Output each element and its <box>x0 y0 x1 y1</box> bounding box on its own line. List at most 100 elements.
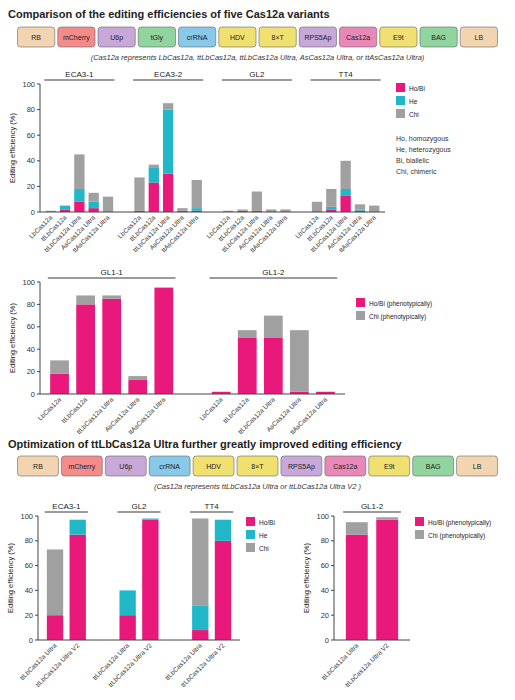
y-tick <box>37 109 40 110</box>
group-label: GL1-2 <box>361 502 384 511</box>
x-tick-label: ttLbCas12a Ultra V2 <box>344 641 391 688</box>
x-tick-label: ttLbCas12a Ultra V2 <box>34 641 81 688</box>
bar-segment <box>142 518 158 519</box>
x-tick-label: ttAsCas12a Ultra <box>337 213 377 253</box>
group-label: GL2 <box>131 502 147 511</box>
y-tick <box>331 516 334 517</box>
legend-swatch <box>246 530 255 539</box>
y-tick-label: 20 <box>321 611 329 620</box>
y-axis-label: Editing efficiency (%) <box>8 113 17 183</box>
legend-entry: Ho/Bi <box>259 519 275 526</box>
construct-box <box>369 456 410 476</box>
construct-label: HDV <box>230 34 245 41</box>
bar-segment <box>177 208 187 211</box>
bar-segment <box>154 287 173 288</box>
construct-box <box>219 27 256 47</box>
x-tick-label: ttLbCas12a Ultra V2 <box>107 641 154 688</box>
construct-diagram: Comparison of the editing efficiencies o… <box>8 8 498 62</box>
construct-box <box>299 27 336 47</box>
bar-segment <box>346 522 368 534</box>
construct-label: mCherry <box>63 34 90 42</box>
legend-entry: Ho/Bi <box>409 85 425 92</box>
bar-segment <box>326 207 336 210</box>
bar-segment <box>70 519 86 520</box>
construct-label: crRNA <box>159 463 180 470</box>
bar-segment <box>238 330 257 338</box>
bar-segment <box>142 518 158 519</box>
bar-segment <box>47 549 63 615</box>
bar-segment <box>154 288 173 394</box>
legend: Ho/BiHeChi <box>246 517 275 552</box>
group-label: ECA3-2 <box>154 70 183 79</box>
legend-entry: Chi <box>259 545 269 552</box>
bar-segment <box>103 197 113 212</box>
legend-entry: Chi (phenotypically) <box>369 313 426 321</box>
y-tick <box>331 565 334 566</box>
bar-segment <box>74 202 84 212</box>
legend-entry: Ho/Bi (phenotypically) <box>369 300 432 308</box>
group-label: TT4 <box>339 70 354 79</box>
construct-label: RPS5Ap <box>304 34 331 42</box>
y-tick-label: 0 <box>31 390 35 399</box>
construct-box <box>413 456 454 476</box>
y-tick <box>37 84 40 85</box>
y-tick <box>331 640 334 641</box>
y-axis <box>40 282 41 394</box>
construct-box <box>18 27 55 47</box>
y-tick-label: 20 <box>27 182 35 191</box>
bar-segment <box>76 304 95 394</box>
construct-box <box>149 456 190 476</box>
y-axis-label: Editing efficiency (%) <box>8 303 17 373</box>
subtitle: (Cas12a represents ttLbCas12a Ultra or t… <box>154 482 362 491</box>
bar-segment <box>237 210 247 211</box>
group-bracket <box>133 80 203 81</box>
construct-box <box>58 27 95 47</box>
legend-entry: Ho/Bi (phenotypically) <box>428 519 491 527</box>
y-tick <box>35 615 38 616</box>
bar-segment <box>192 630 208 640</box>
group-bracket <box>343 512 401 513</box>
y-tick-label: 40 <box>27 345 35 354</box>
y-tick <box>37 304 40 305</box>
bar-segment <box>264 338 283 394</box>
construct-label: BAG <box>426 463 441 470</box>
annotation: He, heterozygous <box>396 146 451 154</box>
bar-panel: 020406080100Editing efficiency (%)ttLbCa… <box>6 502 275 688</box>
title: Optimization of ttLbCas12a Ultra further… <box>8 438 403 450</box>
construct-box <box>281 456 322 476</box>
x-axis <box>40 394 345 395</box>
x-axis <box>38 640 240 641</box>
group-bracket <box>45 512 88 513</box>
group-label: ECA3-1 <box>52 502 81 511</box>
figure: Comparison of the editing efficiencies o… <box>0 0 515 700</box>
bar-segment <box>237 209 247 210</box>
construct-label: LB <box>473 463 482 470</box>
construct-label: E9t <box>384 463 395 470</box>
bar-segment <box>89 208 99 212</box>
y-tick-label: 20 <box>25 611 33 620</box>
y-tick-label: 0 <box>325 636 329 645</box>
bars <box>50 288 335 394</box>
construct-box <box>259 27 296 47</box>
y-axis <box>40 84 41 212</box>
bar-segment <box>119 615 135 640</box>
construct-box <box>420 27 457 47</box>
group-bracket <box>44 80 114 81</box>
y-tick <box>37 394 40 395</box>
bar-segment <box>74 154 84 189</box>
legend-swatch <box>356 298 365 307</box>
bar-segment <box>89 193 99 202</box>
x-axis <box>40 212 385 213</box>
bar-panel: 020406080100Editing efficiency (%)LbCas1… <box>8 268 432 435</box>
y-tick <box>35 540 38 541</box>
y-axis-label: Editing efficiency (%) <box>6 543 15 613</box>
y-tick-label: 80 <box>321 536 329 545</box>
bar-segment <box>149 183 159 212</box>
y-tick <box>35 640 38 641</box>
y-tick-label: 40 <box>25 586 33 595</box>
construct-box <box>325 456 366 476</box>
x-tick-label: ttAsCas12a Ultra <box>127 395 167 435</box>
bar-segment <box>119 590 135 615</box>
annotation: Chi, chimeric <box>396 168 437 175</box>
y-tick <box>35 516 38 517</box>
